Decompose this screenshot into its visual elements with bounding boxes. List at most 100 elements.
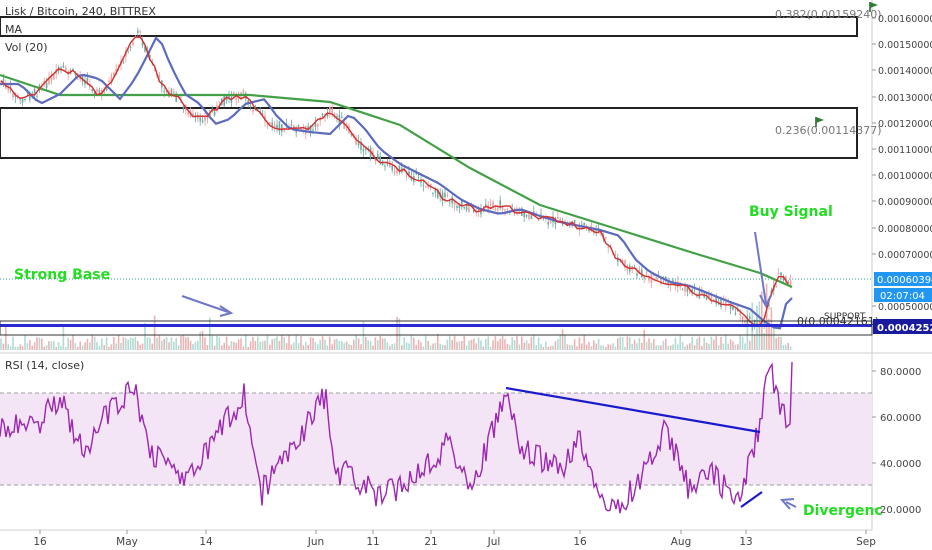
time-axis[interactable]: 16 May 14 Jun 11 21 Jul 16 Aug 13 Sep (33, 530, 876, 548)
candle-body (235, 98, 237, 100)
candle-body (494, 208, 497, 211)
candle-body (21, 98, 24, 103)
candle-body (557, 216, 559, 219)
candle-body (182, 106, 185, 109)
candle-body (173, 91, 175, 94)
volume-bar (297, 343, 300, 350)
volume-bar (782, 345, 785, 350)
volume-bar (45, 345, 48, 350)
candle-body (667, 280, 669, 285)
volume-bar (763, 333, 765, 350)
candle-body (278, 121, 281, 132)
volume-bar (165, 337, 168, 350)
candle-body (415, 173, 417, 175)
candle-body (170, 89, 173, 97)
candle-body (458, 204, 461, 208)
price-tick-label: 0.00090000 (878, 197, 932, 208)
candle-body (122, 61, 125, 64)
support-box[interactable] (0, 320, 873, 336)
volume-bar (216, 335, 218, 350)
candle-body (384, 165, 386, 167)
volume-bar (350, 345, 353, 350)
candle-body (648, 277, 650, 281)
volume-bar (233, 341, 235, 350)
candle-body (225, 95, 228, 101)
candle-body (132, 42, 134, 45)
candle-body (329, 107, 331, 114)
volume-bar (146, 337, 149, 350)
candle-body (242, 90, 245, 94)
support-line[interactable] (0, 324, 872, 327)
volume-bar (739, 335, 741, 350)
candle-body (437, 189, 439, 198)
resistance-box-upper[interactable] (0, 16, 858, 37)
volume-bar (69, 339, 72, 350)
volume-bar (393, 343, 396, 350)
candle-body (753, 319, 756, 328)
candle-body (427, 186, 429, 188)
candle-body (158, 74, 161, 77)
candle-body (223, 95, 225, 106)
candle-body (309, 126, 312, 134)
volume-bar (314, 341, 317, 350)
resistance-box-middle[interactable] (0, 107, 858, 159)
volume-bar (2, 343, 5, 350)
price-axis[interactable]: 0.00160000 0.00150000 0.00140000 0.00130000… (872, 14, 932, 313)
volume-bar (557, 339, 559, 350)
rsi-tick-label: 60.0000 (880, 413, 921, 424)
volume-bar (115, 343, 117, 350)
volume-bar (122, 337, 125, 350)
candle-body (77, 73, 79, 75)
volume-bar (785, 344, 787, 350)
volume-bar (21, 346, 24, 350)
candle-body (441, 192, 444, 201)
candle-body (485, 204, 487, 206)
candle-body (691, 289, 693, 294)
candle-body (725, 301, 727, 307)
volume-bar (511, 337, 513, 350)
price-pane[interactable] (0, 0, 872, 352)
volume-bar (657, 345, 660, 350)
volume-bar (547, 346, 549, 350)
volume-bar (415, 344, 417, 350)
volume-bar (125, 338, 127, 350)
candle-body (681, 289, 684, 291)
volume-bar (737, 344, 739, 350)
volume-bar (749, 340, 751, 350)
volume-bar (360, 344, 362, 350)
volume-bar (405, 342, 408, 350)
volume-bar (177, 345, 180, 350)
volume-bar (326, 345, 329, 350)
volume-bar (132, 338, 134, 350)
volume-bar (317, 344, 319, 350)
candle-body (357, 140, 360, 146)
candle-body (456, 206, 458, 208)
candle-body (578, 224, 581, 231)
volume-bar (773, 325, 775, 350)
volume-bar (108, 346, 110, 350)
volume-bar (333, 339, 336, 350)
volume-bar (377, 340, 379, 350)
rsi-trendline-up[interactable] (740, 491, 763, 508)
candle-body (453, 201, 456, 206)
volume-bar (614, 346, 617, 350)
candle-body (45, 83, 48, 89)
rsi-trendline-down[interactable] (505, 386, 761, 434)
volume-bar (528, 343, 530, 350)
volume-bar (691, 337, 693, 350)
candle-body (175, 93, 177, 102)
candle-body (638, 269, 641, 274)
price-tick-label: 0.00100000 (878, 171, 932, 182)
flag-icon (869, 2, 878, 12)
candle-body (333, 113, 336, 116)
rsi-axis[interactable]: 80.0000 60.0000 40.0000 20.0000 (872, 367, 921, 516)
volume-bar (441, 344, 444, 350)
volume-bar (151, 343, 153, 350)
volume-bar (552, 345, 554, 350)
volume-bar (31, 345, 33, 350)
volume-bars (0, 283, 792, 350)
volume-bar (633, 339, 636, 350)
volume-bar (209, 317, 211, 350)
candle-body (782, 275, 785, 281)
